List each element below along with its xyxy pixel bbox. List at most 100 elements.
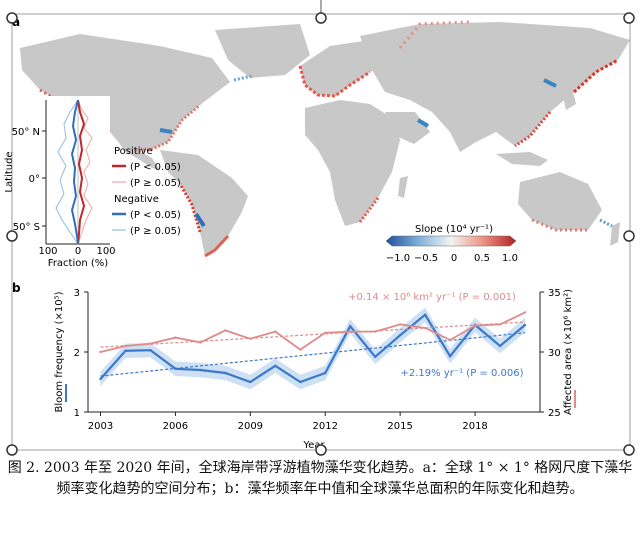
asia-shape [360,22,630,152]
affected-area-point [373,330,377,333]
bloom-frequency-point [199,368,202,372]
colorbar-title: Slope (10⁴ yr⁻¹) [415,224,493,235]
inset-xtick-left: 100 [38,246,57,257]
legend-positive-title: Positive [114,146,153,157]
legend-negative-ns: (P ≥ 0.05) [130,226,181,237]
frequency-trend-label: +2.19% yr⁻¹ (P = 0.006) [400,368,523,379]
inset-positive-sig-line [77,99,86,245]
figure-caption: 图 2. 2003 年至 2020 年间，全球海岸带浮游植物藻华变化趋势。a：全… [7,460,633,497]
inset-ytick-50n: 50° N [12,127,40,138]
colorbar-tick: 0.5 [474,253,490,264]
right-tick-label: 35 [548,288,561,299]
coastal-trend-pixels [39,20,619,258]
selection-frame[interactable] [6,0,635,456]
right-tick-label: 30 [548,348,561,359]
resize-handle-right[interactable] [623,230,635,242]
bloom-frequency-point [149,349,152,352]
x-tick-label: 2009 [238,421,263,432]
affected-area-point [124,344,127,348]
resize-handle-bottom-right[interactable] [623,444,635,456]
x-tick-label: 2015 [387,421,412,432]
colorbar-tick: −1.0 [386,253,410,264]
central-america-shape [120,144,160,170]
latitude-inset: 50° N 0° 50° S Latitude 100 0 100 Fracti… [4,96,116,269]
affected-area-point [99,350,102,354]
bloom-frequency-point [498,344,502,348]
x-axis-label: Year [302,440,325,451]
time-series-chart: b 2003 2006 2009 2012 2015 2018 Year 1 2 3 25 30 35 B… [12,281,576,451]
land-masses [20,22,630,256]
legend-positive-sig: (P < 0.05) [130,162,181,173]
japan-shape [562,88,576,110]
colorbar-tick: 0 [451,253,457,264]
madagascar-shape [398,176,408,198]
bloom-frequency-point [124,349,127,352]
inset-xlabel: Fraction (%) [48,258,108,269]
affected-area-point [498,323,502,326]
affected-area-point [174,336,177,339]
bloom-frequency-point [423,313,427,316]
greenland-shape [215,24,310,78]
world-map: a [12,15,630,258]
affected-area-point [473,324,477,327]
inset-negative-ns-line [55,99,79,245]
bloom-frequency-point [373,355,377,358]
x-tick-label: 2012 [313,421,338,432]
new-zealand-shape [610,222,620,246]
bloom-frequency-point [224,371,227,375]
affected-area-trend-line [100,321,526,348]
left-axis-label: Bloom frequency (×10⁵) [54,291,65,412]
africa-shape [305,100,400,226]
bloom-frequency-point [448,355,452,358]
bloom-frequency-point [99,377,102,381]
resize-handle-left[interactable] [6,230,18,242]
inset-ytick-0: 0° [29,174,40,185]
bloom-frequency-trend-line [100,332,526,377]
panel-b-label: b [12,281,21,295]
affected-area-point [274,330,277,333]
x-tick-label: 2006 [163,421,188,432]
affected-area-point [149,342,152,345]
right-axis-label: Affected area (×10⁶ km²) [563,289,574,415]
bloom-frequency-point [324,371,327,375]
area-trend-label: +0.14 × 10⁶ km² yr⁻¹ (P = 0.001) [348,292,516,303]
resize-handle-top-left[interactable] [6,12,18,24]
affected-area-point [349,330,352,333]
indonesia-shape [496,152,548,166]
affected-area-point [299,348,302,351]
north-america-shape [20,34,230,150]
south-america-shape [160,150,248,256]
slope-colorbar: Slope (10⁴ yr⁻¹) −1.0 −0.5 0 0.5 1.0 [385,224,518,264]
resize-handle-bottom-left[interactable] [6,444,18,456]
bloom-frequency-point [349,325,352,328]
inset-positive-ns-line [77,99,93,245]
bloom-frequency-point [523,323,527,327]
affected-area-point [398,323,402,326]
x-tick-label: 2003 [88,421,113,432]
left-tick-label: 3 [74,288,80,299]
resize-handle-top-right[interactable] [623,12,635,24]
affected-area-point [448,338,452,342]
affected-area-point [423,326,427,330]
resize-handle-bottom[interactable] [315,444,327,456]
affected-area-line [100,311,526,353]
inset-xtick-center: 0 [75,246,81,257]
resize-handle-top[interactable] [315,12,327,24]
trend-legend: Positive (P < 0.05) (P ≥ 0.05) Negative … [112,146,181,237]
legend-positive-ns: (P ≥ 0.05) [130,178,181,189]
bloom-frequency-point [174,367,177,370]
colorbar-tick: 1.0 [502,253,518,264]
legend-negative-sig: (P < 0.05) [130,210,181,221]
affected-area-point [249,337,252,340]
australia-shape [518,172,602,230]
bloom-frequency-band [100,307,526,390]
bloom-frequency-point [398,334,402,337]
inset-ytick-50s: 50° S [13,222,40,233]
bloom-frequency-point [299,380,302,384]
inset-ylabel: Latitude [4,151,15,192]
left-tick-label: 2 [74,348,80,359]
right-tick-label: 25 [548,408,561,419]
bloom-frequency-line [99,313,526,384]
left-tick-label: 1 [74,408,80,419]
colorbar-tick: −0.5 [414,253,438,264]
